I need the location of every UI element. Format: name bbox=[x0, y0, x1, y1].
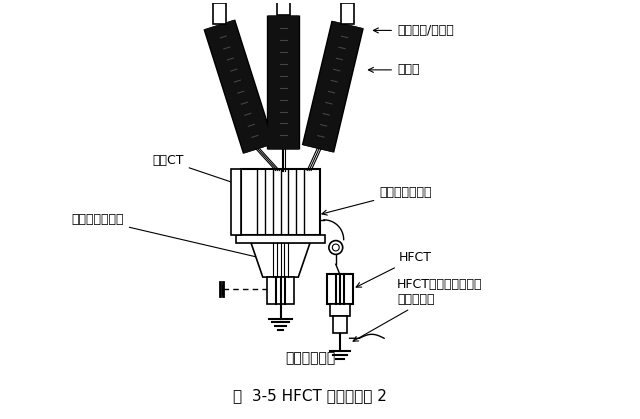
Text: 电缆进线/馈缆端: 电缆进线/馈缆端 bbox=[373, 24, 454, 37]
Bar bbox=[236, 235, 325, 243]
Bar bbox=[267, 277, 294, 304]
Circle shape bbox=[329, 241, 342, 254]
Bar bbox=[327, 274, 353, 304]
Bar bbox=[213, 3, 226, 24]
Text: HFCT: HFCT bbox=[356, 251, 432, 287]
Bar bbox=[231, 168, 241, 235]
Text: 电缆屏蔽接地线: 电缆屏蔽接地线 bbox=[322, 186, 432, 215]
Text: 电缆接地母线: 电缆接地母线 bbox=[285, 351, 335, 365]
Text: 电缆头: 电缆头 bbox=[369, 63, 419, 76]
Text: 导线、绝缘层等: 导线、绝缘层等 bbox=[71, 213, 263, 260]
Bar bbox=[333, 316, 347, 334]
Bar bbox=[277, 0, 290, 15]
Bar bbox=[241, 168, 320, 235]
Circle shape bbox=[332, 244, 339, 251]
Text: HFCT同轴电缆，连接
到监测装置: HFCT同轴电缆，连接 到监测装置 bbox=[353, 278, 483, 341]
Polygon shape bbox=[251, 243, 310, 277]
Bar bbox=[330, 304, 349, 316]
Bar bbox=[341, 3, 354, 24]
Text: 图  3-5 HFCT 测量原理图 2: 图 3-5 HFCT 测量原理图 2 bbox=[233, 388, 387, 403]
Text: 零序CT: 零序CT bbox=[152, 154, 237, 185]
